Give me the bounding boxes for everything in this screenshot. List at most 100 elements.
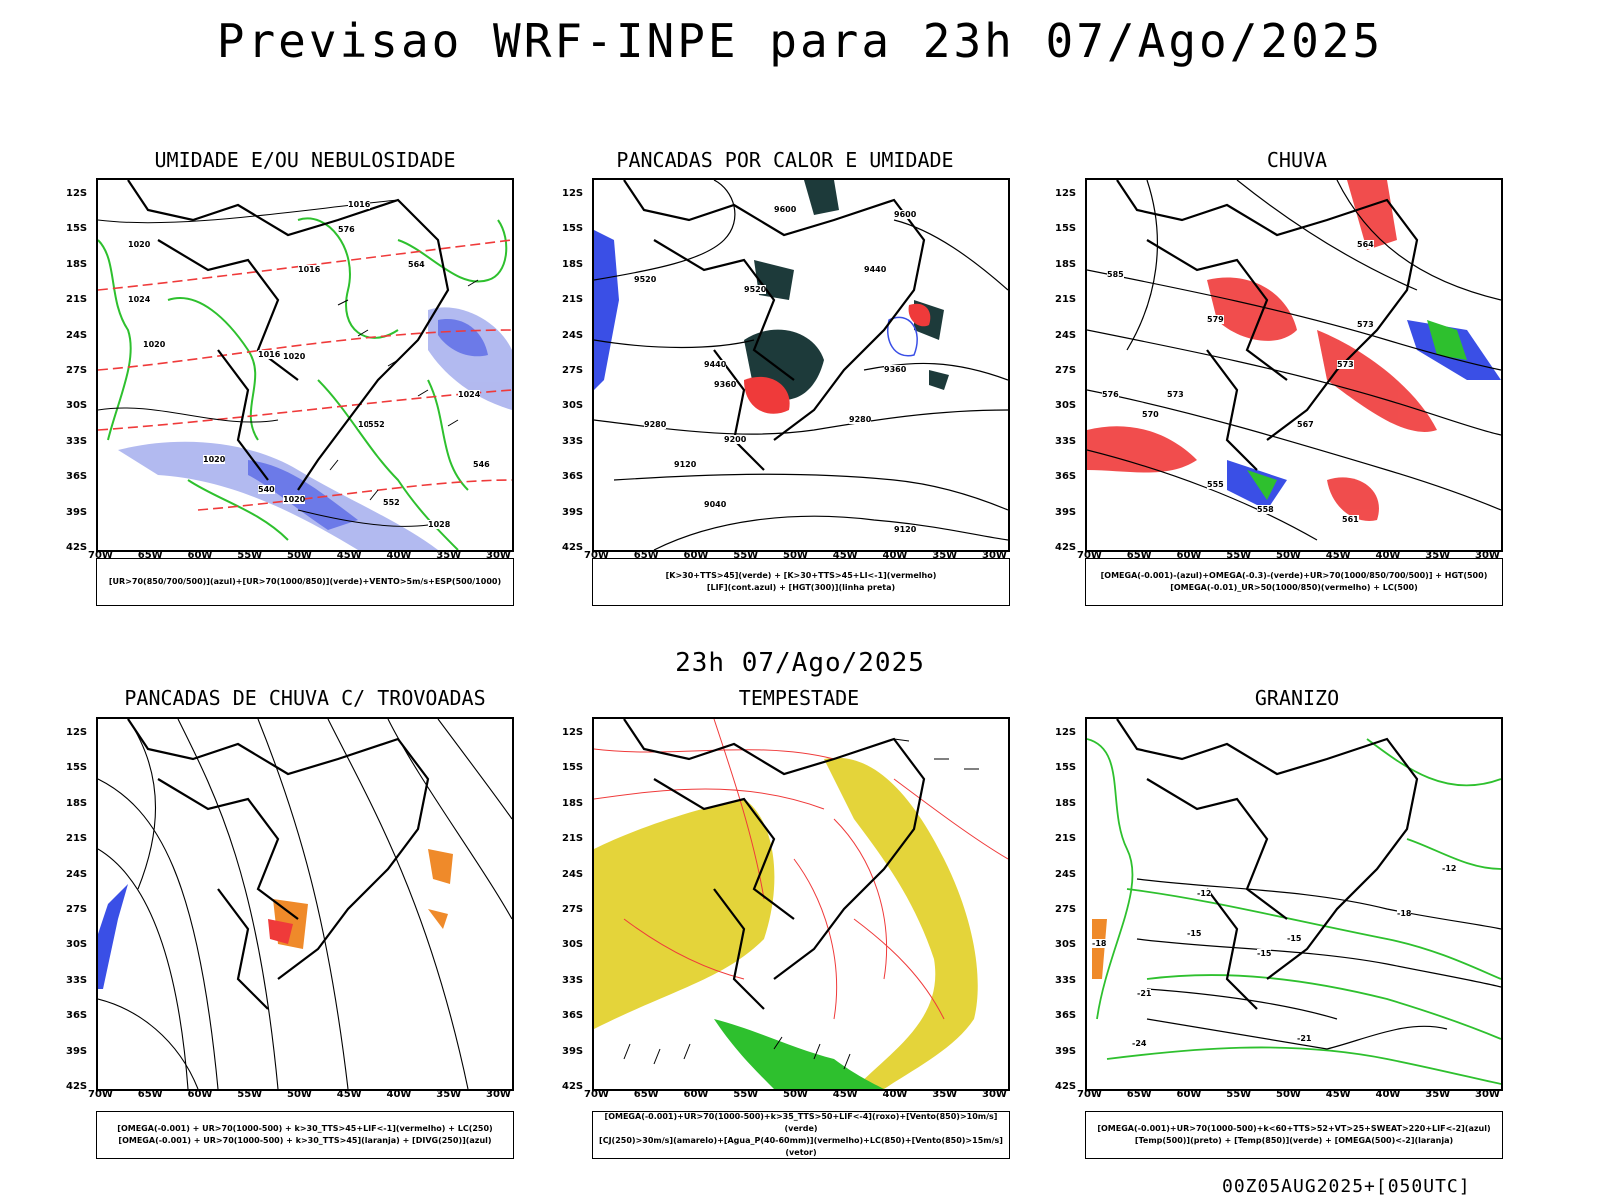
- lat-tick-label: 21S: [562, 833, 584, 845]
- lat-tick-label: 18S: [1055, 797, 1077, 809]
- lat-tick-label: 12S: [562, 727, 584, 738]
- contour-label: 573: [1167, 390, 1184, 399]
- lon-tick-label: 40W: [386, 1089, 412, 1100]
- legend-pancadas-calor: [K>30+TTS>45](verde) + [K>30+TTS>45+LI<-…: [592, 558, 1010, 606]
- lon-tick-label: 60W: [187, 550, 213, 561]
- lon-tick-label: 60W: [1176, 550, 1202, 561]
- lat-tick-label: 15S: [562, 762, 584, 774]
- lat-tick-label: 30S: [66, 400, 88, 412]
- lat-tick-label: 39S: [562, 506, 584, 518]
- lon-tick-label: 60W: [683, 1089, 709, 1100]
- lon-tick-label: 45W: [336, 550, 362, 561]
- lon-tick-label: 40W: [1375, 550, 1401, 561]
- lon-tick-label: 50W: [783, 550, 808, 561]
- contour-label: 9520: [744, 285, 767, 294]
- contour-label: 585: [1107, 270, 1124, 279]
- lon-tick-label: 30W: [982, 1089, 1007, 1100]
- lat-tick-label: 27S: [66, 365, 88, 376]
- lon-tick-label: 60W: [1176, 1089, 1202, 1100]
- lon-tick-label: 35W: [436, 550, 462, 561]
- lat-tick-label: 33S: [66, 974, 88, 986]
- lon-tick-label: 70W: [1077, 1089, 1102, 1100]
- lon-tick-label: 55W: [1226, 1089, 1252, 1100]
- legend-line: [OMEGA(-0.01)_UR>50(1000/850)(vermelho) …: [1170, 583, 1418, 592]
- contour-label: -21: [1297, 1034, 1312, 1043]
- lat-tick-label: 39S: [66, 506, 88, 518]
- legend-line: [CJ(250)>30m/s](amarelo)+[Agua_P(40-60mm…: [599, 1136, 1003, 1157]
- lon-tick-label: 35W: [436, 1089, 462, 1100]
- contour-label: 558: [1257, 505, 1274, 514]
- contour-label: 564: [1357, 240, 1374, 249]
- contour-label: 1016: [348, 200, 371, 209]
- contour-label: 579: [1207, 315, 1224, 324]
- contour-label: -15: [1257, 949, 1272, 958]
- lat-tick-label: 39S: [562, 1045, 584, 1057]
- lon-tick-label: 35W: [932, 550, 958, 561]
- contour-label: 9600: [894, 210, 917, 219]
- lon-tick-label: 50W: [287, 550, 312, 561]
- lon-tick-label: 55W: [733, 1089, 759, 1100]
- lat-tick-label: 33S: [66, 435, 88, 447]
- lon-tick-label: 40W: [1375, 1089, 1401, 1100]
- lon-tick-label: 65W: [1126, 1089, 1152, 1100]
- map-trovoadas: [96, 717, 514, 1091]
- contour-label: 576: [1102, 390, 1119, 399]
- lat-tick-label: 30S: [1055, 939, 1077, 951]
- lon-tick-label: 65W: [137, 550, 163, 561]
- lon-tick-label: 60W: [683, 550, 709, 561]
- lon-tick-label: 65W: [633, 1089, 659, 1100]
- lat-tick-label: 18S: [1055, 258, 1077, 270]
- contour-label: -15: [1287, 934, 1302, 943]
- legend-line: [OMEGA(-0.001) + UR>70(1000-500) + k>30_…: [118, 1136, 492, 1145]
- lon-tick-label: 45W: [832, 1089, 858, 1100]
- lon-tick-label: 35W: [1425, 550, 1451, 561]
- lat-tick-label: 15S: [562, 223, 584, 235]
- contour-label: -18: [1092, 939, 1107, 948]
- lat-tick-label: 33S: [1055, 974, 1077, 986]
- lat-tick-label: 18S: [562, 258, 584, 270]
- lat-tick-label: 24S: [66, 329, 88, 341]
- lat-tick-label: 39S: [1055, 1045, 1077, 1057]
- lat-tick-label: 33S: [562, 435, 584, 447]
- lat-tick-label: 24S: [1055, 329, 1077, 341]
- lon-tick-label: 30W: [1475, 550, 1500, 561]
- contour-label: 552: [368, 420, 385, 429]
- map-chuva: [1085, 178, 1503, 552]
- lat-tick-label: 39S: [66, 1045, 88, 1057]
- legend-line: [OMEGA(-0.001)+UR>70(1000-500)+k<60+TTS>…: [1097, 1124, 1491, 1133]
- contour-label: 540: [258, 485, 275, 494]
- contour-label: 9280: [849, 415, 872, 424]
- lon-tick-label: 40W: [882, 1089, 908, 1100]
- lat-tick-label: 42S: [562, 542, 584, 553]
- lat-tick-label: 12S: [562, 188, 584, 199]
- map-canvas: [594, 719, 1008, 1089]
- contour-label: 9200: [724, 435, 747, 444]
- contour-label: 1020: [128, 240, 151, 249]
- map-pancadas-calor: [592, 178, 1010, 552]
- lon-tick-label: 70W: [584, 550, 609, 561]
- lat-tick-label: 27S: [562, 904, 584, 915]
- run-stamp: 00Z05AUG2025+[050UTC]: [1222, 1176, 1471, 1197]
- contour-label: 1016: [258, 350, 281, 359]
- lat-tick-label: 21S: [66, 833, 88, 845]
- lon-tick-label: 60W: [187, 1089, 213, 1100]
- lon-tick-label: 35W: [932, 1089, 958, 1100]
- contour-label: -24: [1132, 1039, 1147, 1048]
- lon-tick-label: 30W: [982, 550, 1007, 561]
- lon-tick-label: 35W: [1425, 1089, 1451, 1100]
- lat-tick-label: 18S: [66, 797, 88, 809]
- lat-tick-label: 42S: [1055, 1081, 1077, 1092]
- map-canvas: [98, 719, 512, 1089]
- legend-line: [K>30+TTS>45](verde) + [K>30+TTS>45+LI<-…: [665, 571, 937, 580]
- lon-tick-label: 45W: [1325, 550, 1351, 561]
- contour-label: 9360: [884, 365, 907, 374]
- mid-title: 23h 07/Ago/2025: [675, 648, 925, 678]
- lat-tick-label: 39S: [1055, 506, 1077, 518]
- lat-tick-label: 30S: [1055, 400, 1077, 412]
- lat-tick-label: 21S: [1055, 294, 1077, 306]
- contour-label: 1028: [428, 520, 451, 529]
- map-granizo: [1085, 717, 1503, 1091]
- contour-label: 1024: [128, 295, 151, 304]
- panel-title: TEMPESTADE: [738, 686, 860, 710]
- lat-tick-label: 33S: [562, 974, 584, 986]
